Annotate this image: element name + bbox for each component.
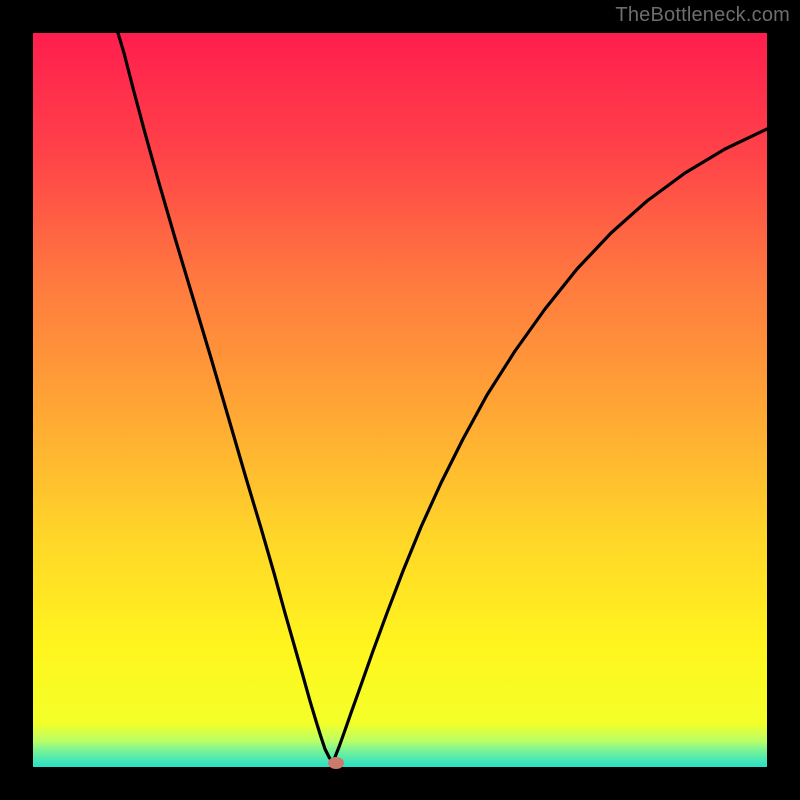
watermark-text: TheBottleneck.com <box>615 4 790 27</box>
plot-area <box>33 33 767 767</box>
bottleneck-curve <box>33 33 767 767</box>
minimum-marker <box>328 757 344 769</box>
chart-frame: TheBottleneck.com <box>0 0 800 800</box>
